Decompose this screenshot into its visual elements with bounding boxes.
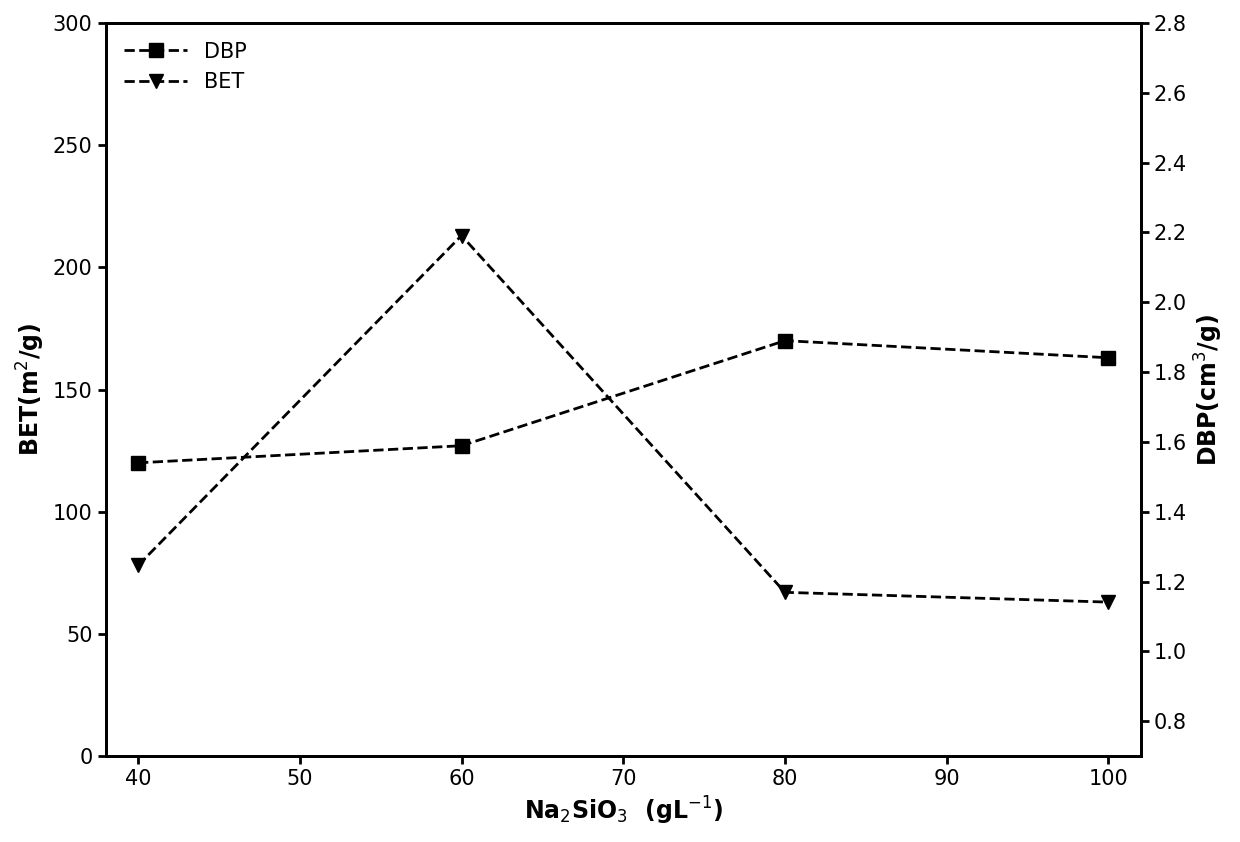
Line: DBP: DBP [131, 333, 1116, 470]
Y-axis label: DBP(cm$^3$/g): DBP(cm$^3$/g) [1193, 313, 1225, 466]
BET [1101, 597, 1116, 607]
DBP [454, 440, 469, 450]
BET [130, 561, 145, 571]
DBP [777, 336, 792, 346]
X-axis label: Na$_2$SiO$_3$  (gL$^{-1}$): Na$_2$SiO$_3$ (gL$^{-1}$) [523, 795, 723, 827]
DBP [130, 458, 145, 468]
BET [777, 587, 792, 597]
Y-axis label: BET(m$^2$/g): BET(m$^2$/g) [15, 322, 47, 456]
Legend: DBP, BET: DBP, BET [117, 34, 254, 100]
BET [454, 231, 469, 241]
DBP [1101, 353, 1116, 363]
Line: BET: BET [131, 229, 1116, 609]
